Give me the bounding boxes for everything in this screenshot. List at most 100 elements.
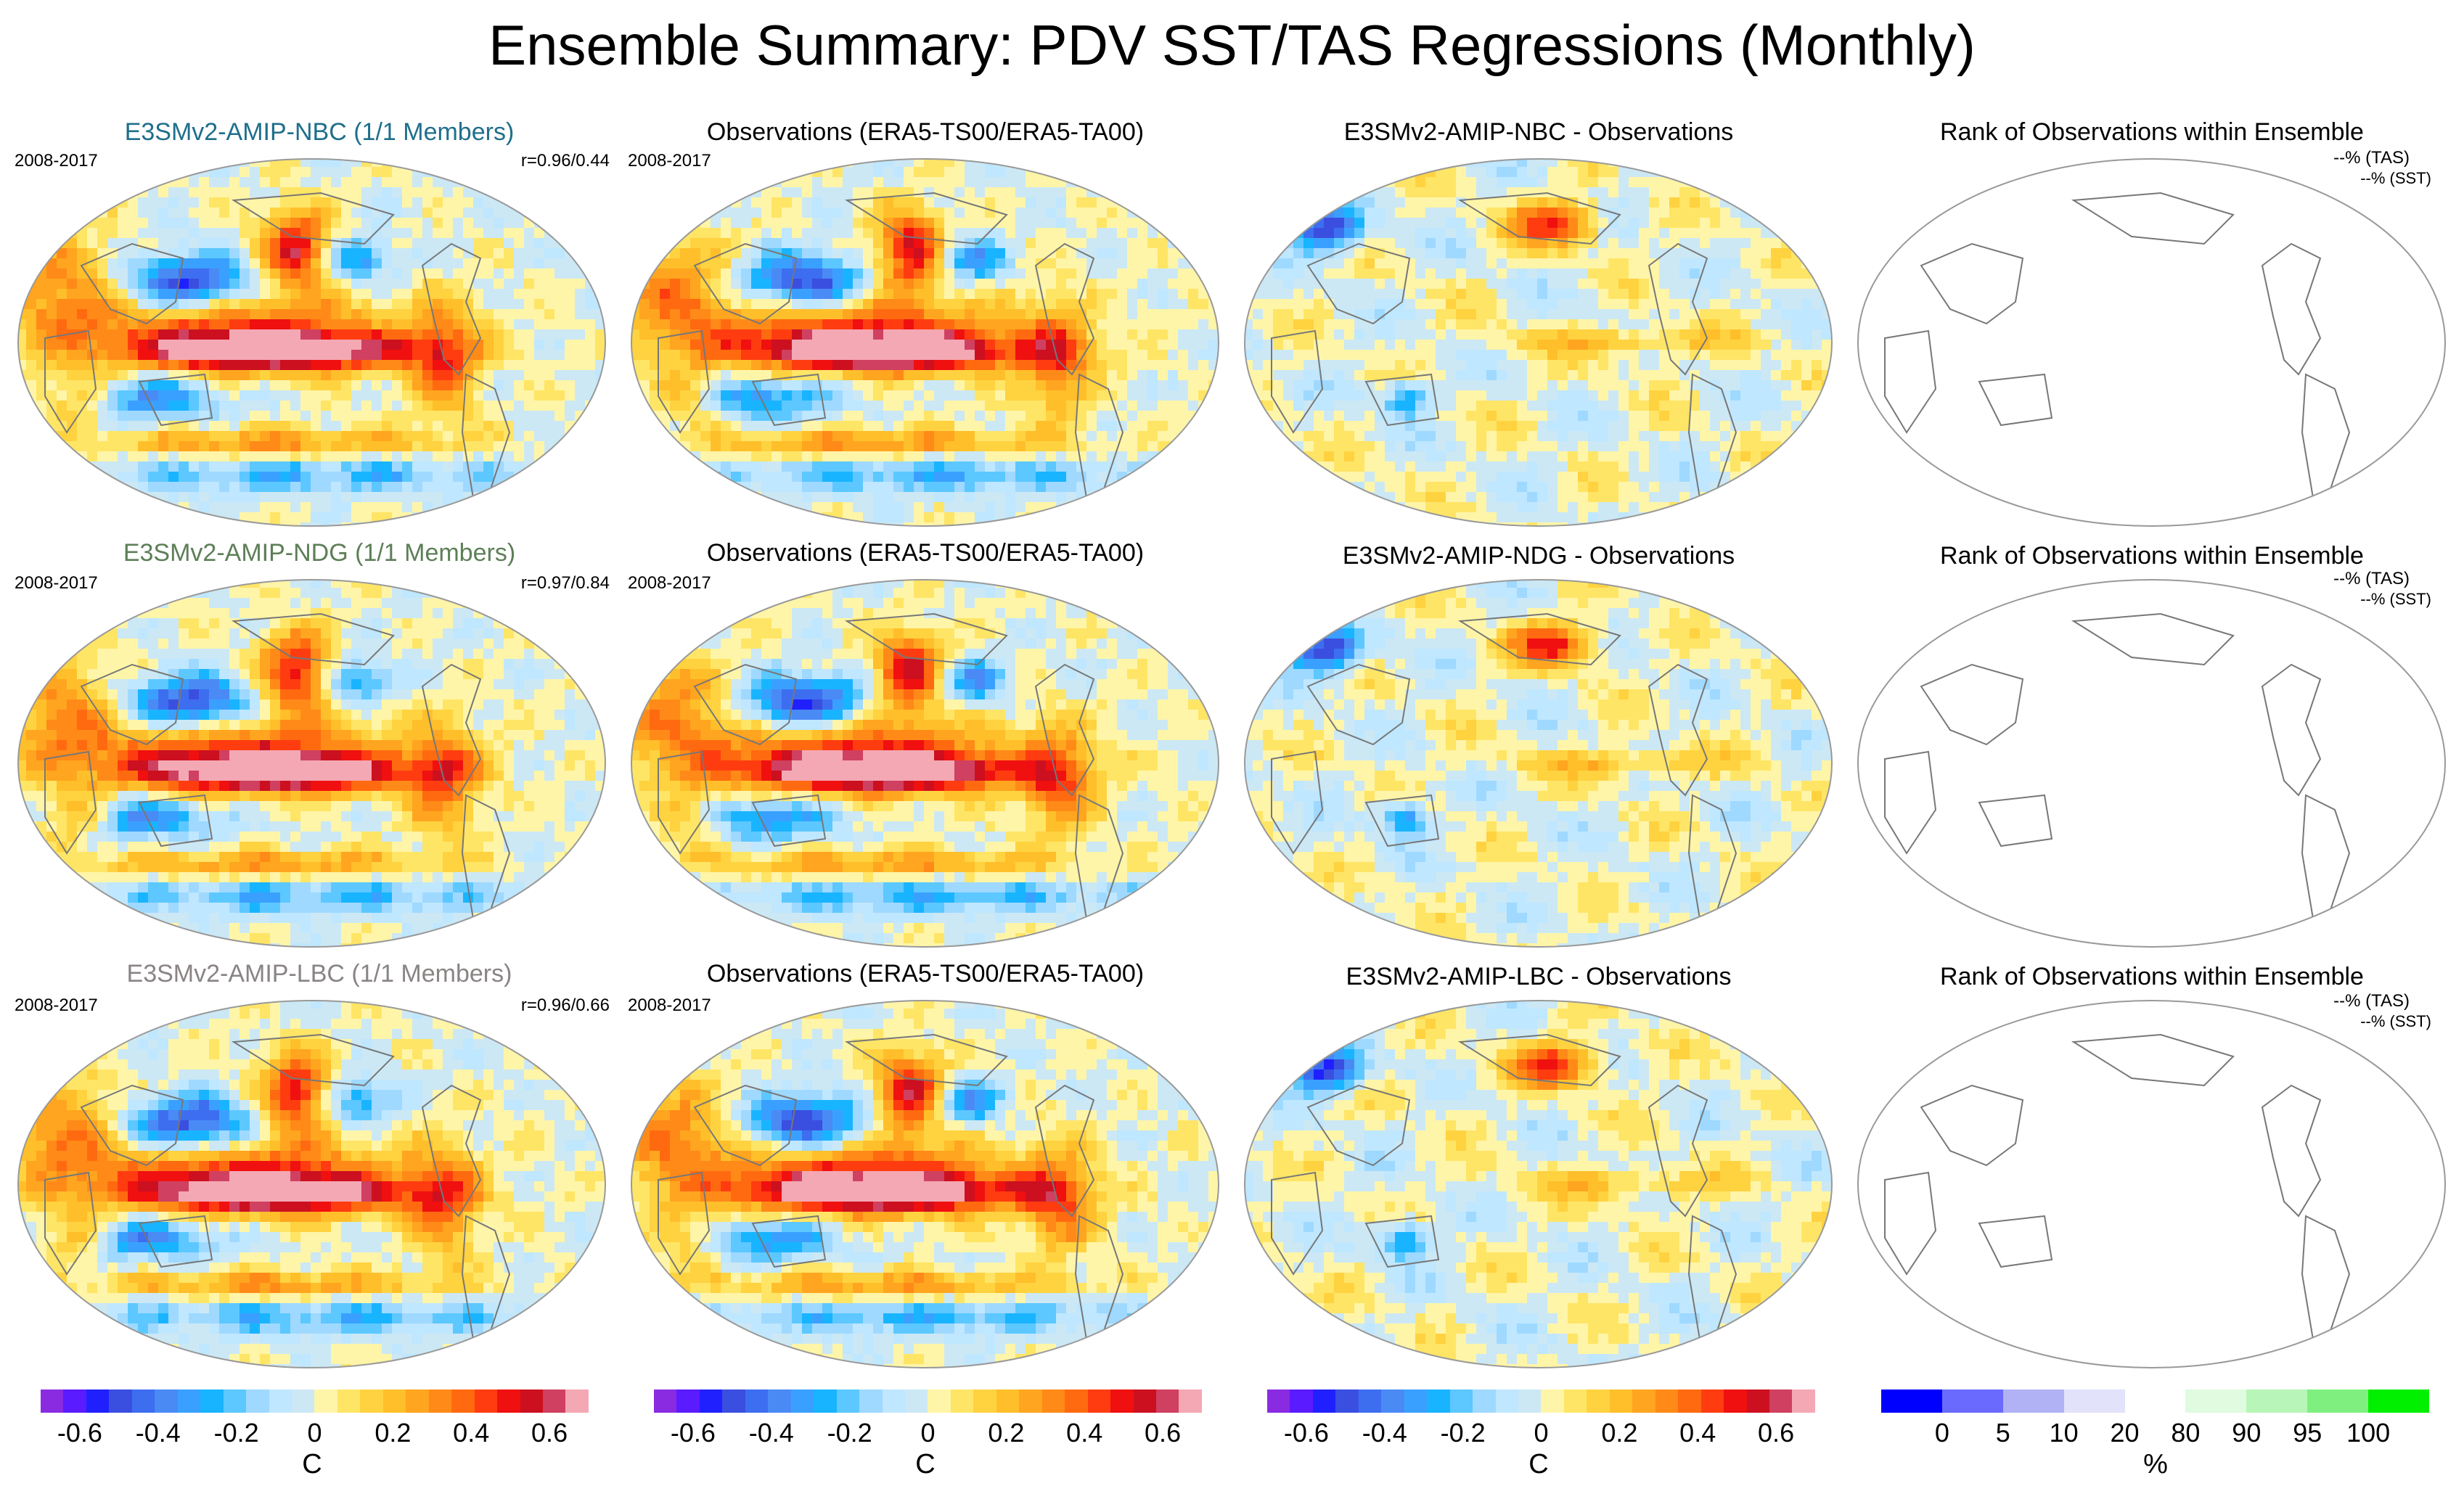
field-cell — [179, 248, 189, 259]
field-cell — [883, 482, 894, 493]
field-cell — [1147, 431, 1158, 442]
field-cell — [321, 411, 332, 422]
field-cell — [771, 461, 782, 472]
field-cell — [168, 167, 179, 178]
field-cell — [1293, 401, 1304, 411]
field-cell — [934, 197, 945, 208]
field-cell — [514, 360, 525, 371]
field-cell — [189, 238, 200, 249]
field-cell — [229, 319, 240, 330]
field-cell — [494, 380, 504, 391]
field-cell — [1046, 370, 1057, 381]
field-cell — [331, 390, 342, 401]
field-cell — [1375, 390, 1386, 401]
field-cell — [660, 441, 671, 452]
field-cell — [985, 289, 996, 300]
field-cell — [1076, 218, 1087, 229]
field-cell — [1517, 299, 1528, 310]
field-cell — [260, 512, 271, 523]
field-cell — [1245, 401, 1253, 411]
field-cell — [260, 248, 271, 259]
field-cell — [1344, 258, 1355, 269]
field-cell — [331, 350, 342, 361]
field-cell — [1527, 299, 1538, 310]
field-cell — [751, 340, 762, 350]
field-cell — [433, 401, 443, 411]
field-cell — [290, 472, 301, 483]
field-cell — [1046, 299, 1057, 310]
field-cell — [873, 390, 884, 401]
field-cell — [67, 309, 78, 320]
field-cell — [771, 289, 782, 300]
field-cell — [179, 309, 189, 320]
field-cell — [361, 492, 372, 503]
field-cell — [1415, 279, 1426, 290]
field-cell — [1730, 228, 1741, 239]
field-cell — [1178, 370, 1189, 381]
field-cell — [514, 258, 525, 269]
field-cell — [1608, 258, 1619, 269]
field-cell — [761, 268, 772, 279]
field-cell — [1405, 238, 1416, 249]
field-cell — [1436, 238, 1446, 249]
field-cell — [280, 238, 291, 249]
field-cell — [158, 350, 169, 361]
field-cell — [711, 197, 721, 208]
field-cell — [802, 319, 813, 330]
field-cell — [1690, 258, 1700, 269]
field-cell — [1659, 380, 1670, 391]
field-cell — [26, 350, 37, 361]
field-cell — [1812, 299, 1822, 310]
field-cell — [168, 309, 179, 320]
field-cell — [412, 279, 423, 290]
field-cell — [985, 360, 996, 371]
field-cell — [1354, 390, 1365, 401]
field-cell — [1253, 380, 1264, 391]
field-cell — [924, 258, 935, 269]
field-cell — [1344, 208, 1355, 218]
field-cell — [1178, 350, 1189, 361]
field-cell — [1036, 401, 1047, 411]
field-cell — [680, 461, 691, 472]
field-cell — [219, 279, 230, 290]
field-cell — [463, 319, 474, 330]
field-cell — [1497, 268, 1507, 279]
field-cell — [954, 187, 965, 198]
field-cell — [280, 289, 291, 300]
field-cell — [1497, 238, 1507, 249]
field-cell — [1046, 289, 1057, 300]
field-cell — [1497, 159, 1507, 168]
field-cell — [412, 431, 423, 442]
field-cell — [158, 167, 169, 178]
field-cell — [1324, 401, 1335, 411]
field-cell — [26, 401, 37, 411]
field-cell — [554, 350, 565, 361]
field-cell — [1486, 279, 1497, 290]
field-cell — [1117, 309, 1128, 320]
field-cell — [1395, 340, 1406, 350]
field-cell — [565, 370, 576, 381]
field-cell — [853, 350, 864, 361]
field-cell — [1629, 329, 1640, 340]
field-cell — [751, 461, 762, 472]
field-cell — [382, 248, 393, 259]
field-cell — [802, 431, 813, 442]
field-cell — [87, 431, 98, 442]
field-cell — [1344, 187, 1355, 198]
field-cell — [1436, 350, 1446, 361]
field-cell — [883, 329, 894, 340]
field-cell — [873, 461, 884, 472]
field-cell — [189, 482, 200, 493]
field-cell — [1117, 279, 1128, 290]
field-cell — [392, 370, 403, 381]
field-cell — [914, 218, 925, 229]
field-cell — [1056, 461, 1067, 472]
field-cell — [741, 258, 752, 269]
field-cell — [57, 370, 67, 381]
field-cell — [1005, 299, 1016, 310]
field-cell — [761, 451, 772, 462]
field-cell — [1066, 441, 1077, 452]
field-cell — [483, 197, 494, 208]
field-cell — [965, 380, 975, 391]
field-cell — [260, 177, 271, 188]
